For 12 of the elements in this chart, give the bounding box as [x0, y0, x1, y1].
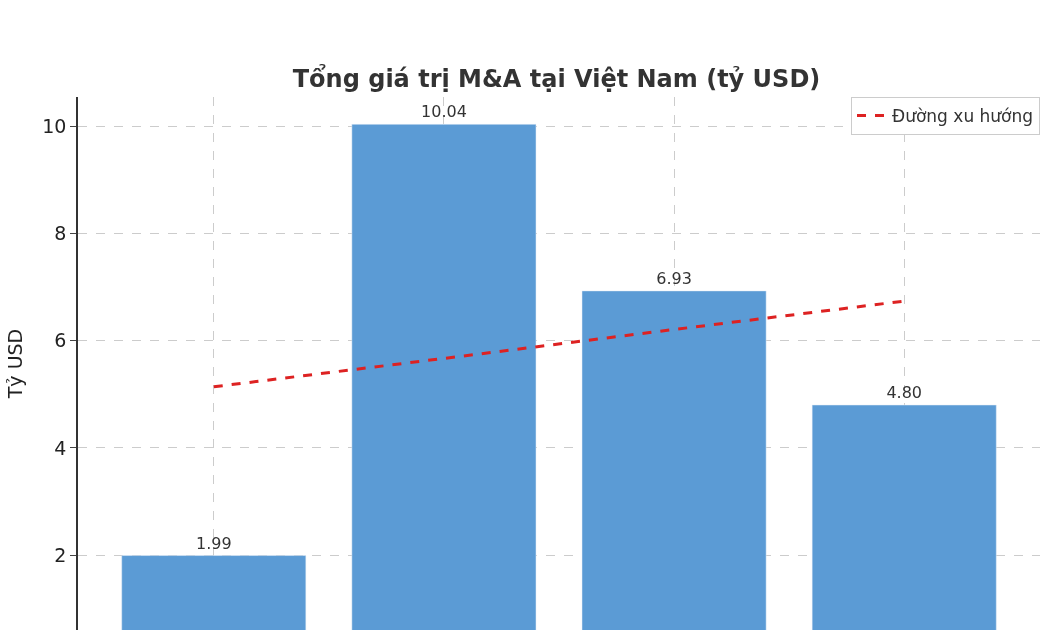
- data-label: 1.99: [195, 533, 232, 553]
- legend-label: Đường xu hướng: [892, 106, 1034, 127]
- y-axis-title: Tỷ USD: [3, 328, 26, 400]
- y-tick-label: 4: [54, 436, 67, 459]
- y-tick-label: 6: [54, 329, 67, 352]
- data-label: 4.80: [886, 383, 923, 403]
- data-label: 10.04: [421, 102, 467, 122]
- y-tick-label: 2: [54, 543, 67, 566]
- data-label: 6.93: [656, 268, 692, 288]
- y-tick-label: 10: [42, 115, 67, 138]
- y-tick-label: 8: [54, 222, 67, 245]
- chart-title: Tổng giá trị M&A tại Việt Nam (tỷ USD): [292, 63, 821, 94]
